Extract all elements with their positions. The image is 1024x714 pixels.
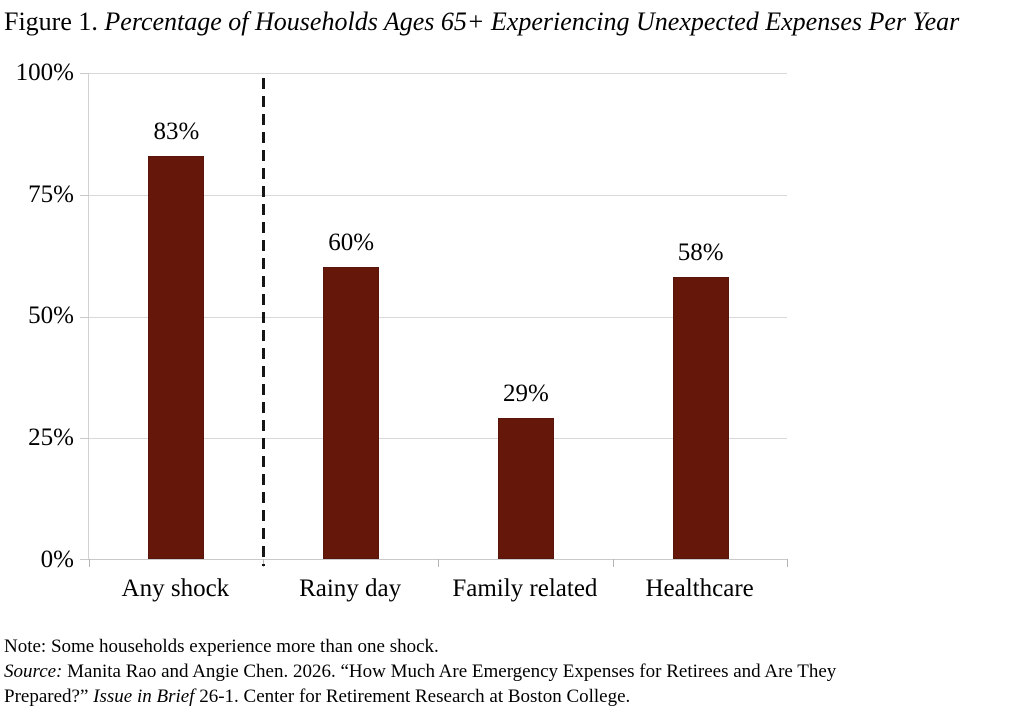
- y-axis-tick-label-25: 25%: [28, 424, 74, 451]
- figure-title-italic: Percentage of Households Ages 65+ Experi…: [104, 7, 960, 36]
- figure-label: Figure 1.: [4, 7, 98, 36]
- bar-rainy-day: [323, 267, 380, 559]
- bar-value-label: 83%: [153, 117, 200, 145]
- source-line-1: Source: Manita Rao and Angie Chen. 2026.…: [4, 661, 837, 682]
- y-axis-tick-label-75: 75%: [28, 181, 74, 208]
- x-axis-tick: [89, 559, 90, 567]
- bar-healthcare: [672, 277, 729, 559]
- plot-area: 83% 60% 29% 58%: [80, 73, 788, 567]
- source-line-2: Prepared?” Issue in Brief 26-1. Center f…: [4, 686, 631, 707]
- gridline-75: [89, 194, 787, 196]
- bar-slot-healthcare: 58%: [613, 73, 788, 559]
- x-axis-tick: [438, 559, 439, 567]
- y-axis-tick-label-0: 0%: [40, 546, 74, 573]
- figure-title: Figure 1. Percentage of Households Ages …: [4, 6, 1018, 38]
- bar-value-label: 60%: [328, 229, 375, 257]
- x-axis-label-healthcare: Healthcare: [645, 575, 754, 602]
- y-axis-tick-label-50: 50%: [28, 302, 74, 329]
- x-axis-label-any-shock: Any shock: [121, 575, 230, 602]
- dashed-separator-line: [262, 78, 265, 566]
- source-label: Source:: [4, 661, 63, 682]
- y-axis-tick: [80, 194, 89, 196]
- gridline-25: [89, 438, 787, 440]
- gridline-50: [89, 316, 787, 318]
- x-axis-labels: Any shock Rainy day Family related Healt…: [88, 574, 787, 604]
- y-axis-tick-label-100: 100%: [15, 59, 74, 86]
- bar-slot-rainy-day: 60%: [264, 73, 439, 559]
- issue-in-brief-italic: Issue in Brief: [93, 686, 195, 707]
- bar-any-shock: [148, 155, 205, 559]
- x-axis-tick: [613, 559, 614, 567]
- y-axis-tick: [80, 73, 89, 74]
- x-axis-label-rainy-day: Rainy day: [299, 575, 402, 602]
- note-line: Note: Some households experience more th…: [4, 636, 439, 657]
- y-axis-tick: [80, 559, 89, 560]
- bar-value-label: 29%: [502, 380, 549, 408]
- bar-slot-family-related: 29%: [439, 73, 614, 559]
- gridline-100: [89, 73, 787, 74]
- y-axis-tick: [80, 316, 89, 318]
- x-axis-label-family-related: Family related: [452, 575, 598, 602]
- x-axis-tick: [787, 559, 788, 567]
- figure-notes: Note: Some households experience more th…: [4, 634, 1018, 709]
- y-axis-tick: [80, 438, 89, 440]
- bar-slot-any-shock: 83%: [89, 73, 264, 559]
- bar-value-label: 58%: [677, 239, 724, 267]
- bar-family-related: [497, 418, 554, 559]
